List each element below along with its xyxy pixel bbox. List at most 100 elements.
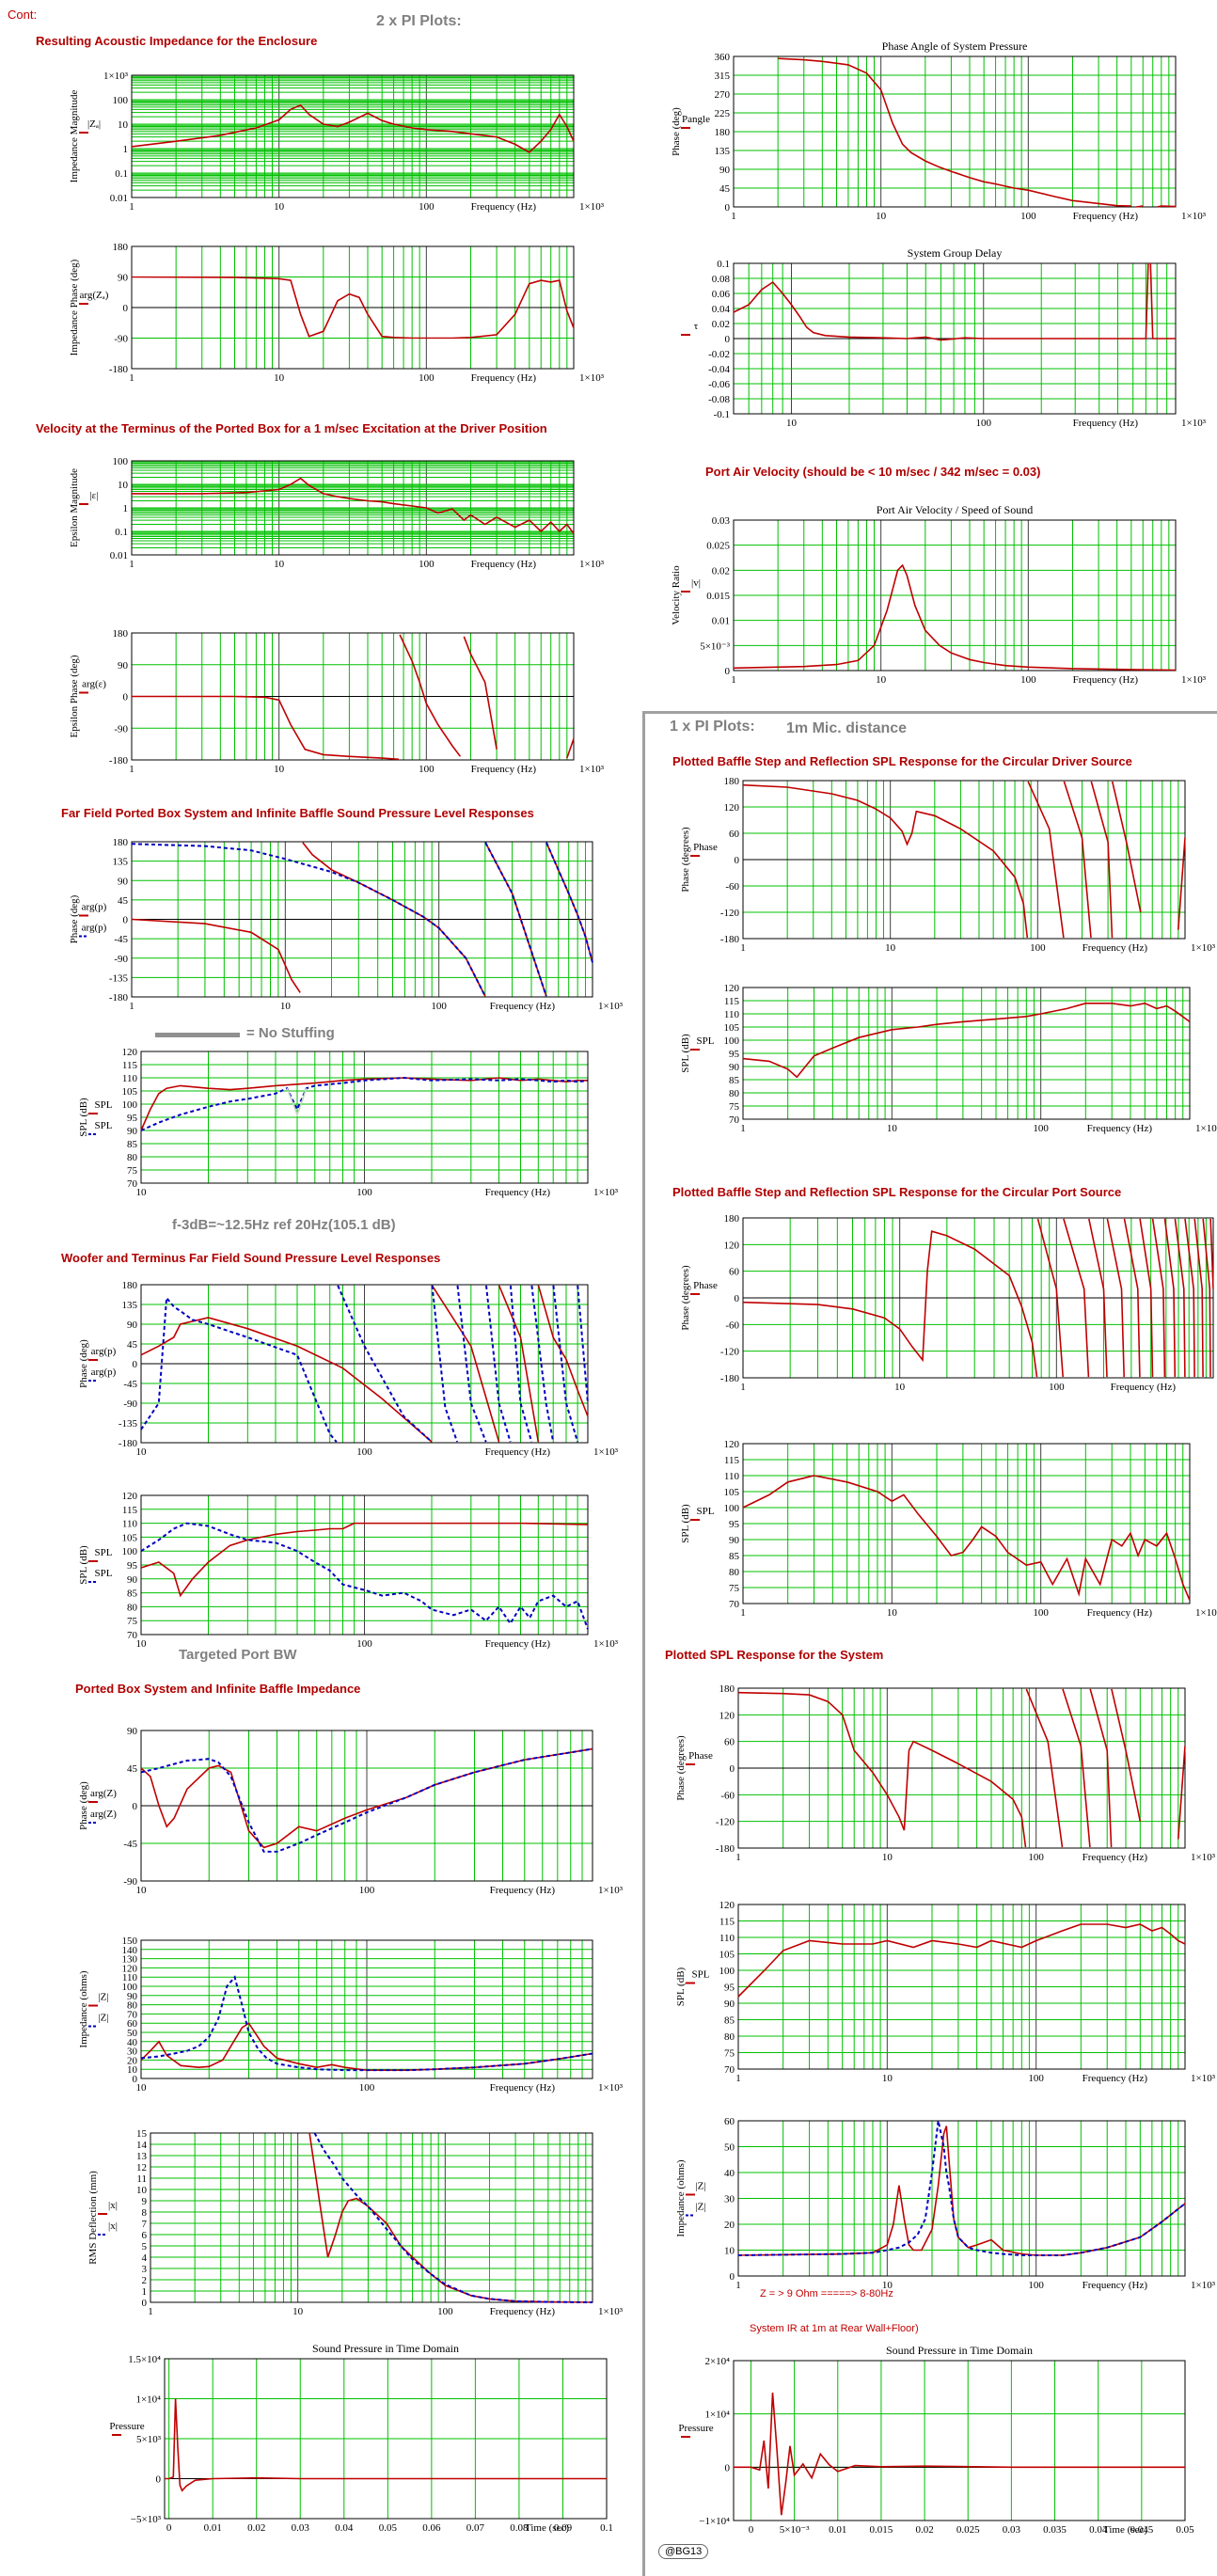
x-tick-label: 1×10³ [593,1446,619,1458]
y-axis-label: Phase (deg) [69,894,80,943]
y-tick-label: 70 [127,1630,138,1641]
one-pi-header: 1 x PI Plots: [670,719,755,735]
x-axis-label: Frequency (Hz) [490,2082,556,2094]
chart-sys_phase: -180 -120 -60 0 60 120 180 1 10 100 1×10³ Frequency… [675,1683,1216,1863]
y-tick-label: -45 [114,934,128,945]
plot-border [742,1217,1214,1379]
y-tick-label: 0 [735,1293,740,1304]
chart-td_right: −1×10⁴ 0 1×10⁴ 2×10⁴ 0 5×10⁻³ 0.01 0.015 0.02 0.0… [678,2344,1194,2536]
legend-label: arg(Z) [90,1788,117,1799]
x-tick-label: 10 [274,764,285,775]
y-axis-label: SPL (dB) [680,1504,691,1543]
y-tick-label: 0 [133,2074,138,2085]
series-line-1 [734,263,1176,340]
x-tick-label: 0.06 [422,2522,441,2534]
signature-badge: @BG13 [658,2544,709,2559]
y-tick-label: 0 [725,202,731,213]
x-tick-label: 10 [882,2073,893,2084]
y-tick-label: 100 [724,1035,740,1047]
y-tick-label: 225 [715,108,731,119]
y-tick-label: 80 [729,1088,740,1099]
y-tick-label: 70 [127,1178,138,1190]
y-tick-label: 80 [127,1602,138,1613]
y-tick-label: 100 [724,1503,740,1514]
legend-label: |x| [108,2220,118,2232]
y-axis-label: Epsilon Magnitude [69,468,80,547]
y-tick-label: 110 [122,1519,138,1530]
plot-border [131,74,575,198]
y-tick-label: -135 [109,972,129,984]
y-tick-label: 315 [715,71,731,82]
y-tick-label: 3 [142,2264,148,2275]
y-tick-label: 85 [729,1075,740,1086]
y-tick-label: 1.5×10⁴ [128,2354,161,2365]
x-axis-label: Frequency (Hz) [485,1638,551,1650]
y-tick-label: -0.04 [708,364,730,375]
y-tick-label: 120 [724,1240,740,1251]
x-axis-label: Frequency (Hz) [1111,1382,1177,1393]
x-tick-label: 10 [894,1382,906,1393]
chart-phase_sys_top: 0 45 90 135 180 225 270 315 360 1 10 100 1×10³ Freque… [671,40,1207,222]
legend-label: SPL [697,1035,715,1047]
y-axis-label: SPL (dB) [78,1098,89,1137]
legend-label: SPL [697,1506,715,1517]
x-tick-label: 0 [749,2524,754,2536]
x-tick-label: 10 [136,1638,148,1650]
y-tick-label: 0.02 [712,565,730,577]
legend-label: arg(p) [91,1346,117,1357]
y-tick-label: -90 [114,334,128,345]
y-tick-label: 10 [118,119,129,131]
x-tick-label: 10 [887,1607,898,1619]
y-axis-label: Impedance (ohms) [78,1970,89,2047]
y-tick-label: 120 [724,983,740,994]
chart-imp_mag: 0.01 0.1 1 10 100 1×10³ 1 10 100 1×10³ Frequency (… [69,71,605,213]
legend-label: Pressure [678,2423,713,2434]
x-tick-label: 100 [356,1638,372,1650]
y-tick-label: 360 [715,52,731,63]
x-axis-label: Frequency (Hz) [1083,2073,1148,2084]
chart-imp_phase2: -90 -45 0 45 90 10 100 1×10³ Frequency (Hz) Phase… [78,1726,624,1896]
y-axis-label: Phase (degrees) [680,1265,691,1331]
y-tick-label: 100 [719,1966,735,1977]
x-tick-label: 1 [740,1123,746,1134]
series-line-1 [141,1524,588,1596]
x-tick-label: 1 [735,2280,741,2291]
y-tick-label: 13 [136,2151,148,2162]
x-tick-label: 0.1 [600,2522,613,2534]
chart-title: System Group Delay [908,246,1003,260]
y-tick-label: 10 [136,2185,148,2196]
y-tick-label: 10 [724,2246,735,2257]
x-tick-label: 10 [882,1852,893,1863]
y-tick-label: 40 [724,2168,735,2179]
y-tick-label: 135 [122,1300,138,1311]
y-tick-label: 40 [127,2037,138,2048]
x-tick-label: 0.03 [1003,2524,1021,2536]
y-tick-label: 140 [122,1945,138,1956]
x-tick-label: 1×10³ [1195,1123,1217,1134]
y-axis-label: Velocity Ratio [671,565,682,625]
x-axis-label: Frequency (Hz) [1073,674,1139,686]
series-line-1 [141,1286,588,1442]
x-tick-label: 10 [887,1123,898,1134]
x-tick-label: 1×10³ [1181,418,1207,429]
x-tick-label: 1×10³ [598,2306,624,2317]
x-tick-label: 1 [735,2073,741,2084]
chart-bs_port_spl: 7075808590951001051101151201101001×10³Fr… [680,1439,1217,1619]
series-line-1 [743,1004,1190,1077]
chart-eps_phase: -180 -90 0 90 180 1 10 100 1×10³ Frequency (Hz) Ep… [69,628,605,775]
plot-frame [131,74,575,198]
x-tick-label: 0.045 [1130,2524,1153,2536]
plot-frame [150,2132,593,2303]
x-tick-label: 100 [1033,1123,1049,1134]
y-tick-label: -120 [716,1817,735,1828]
legend-label: arg(ε) [82,679,106,690]
ir-note: System IR at 1m at Rear Wall+Floor) [750,2323,919,2334]
y-tick-label: 105 [724,1022,740,1034]
y-tick-label: 0.08 [712,274,731,285]
plot-frame [733,2360,1186,2521]
series-line-1 [743,1219,1213,1377]
x-tick-label: 1 [731,674,736,686]
x-tick-label: 0.07 [466,2522,485,2534]
x-tick-label: 1 [731,211,736,222]
y-tick-label: -180 [720,1373,740,1384]
